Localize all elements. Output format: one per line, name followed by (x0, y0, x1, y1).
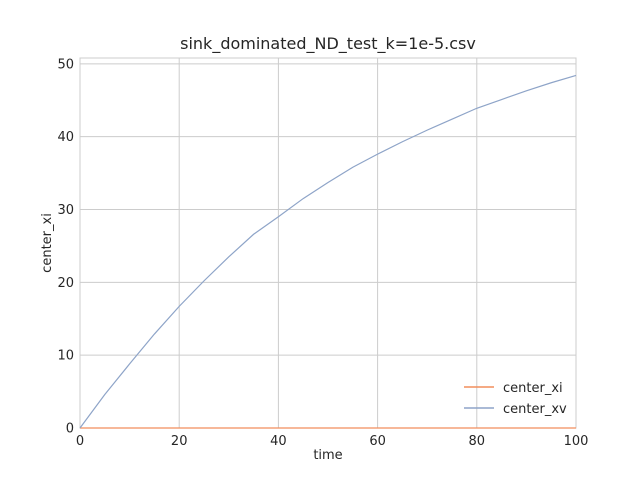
y-tick-label: 40 (57, 130, 74, 145)
x-axis-label: time (313, 448, 342, 463)
legend: center_xi center_xv (464, 381, 567, 417)
tick-labels: 0 20 40 60 80 100 0 10 20 30 40 50 (57, 57, 588, 449)
x-tick-label: 0 (76, 434, 84, 449)
x-tick-label: 100 (564, 434, 589, 449)
y-tick-label: 0 (66, 422, 74, 437)
legend-label-center-xv: center_xv (503, 402, 567, 417)
x-tick-label: 40 (270, 434, 287, 449)
y-tick-label: 10 (57, 349, 74, 364)
grid (79, 58, 577, 429)
x-tick-label: 60 (369, 434, 386, 449)
chart-title: sink_dominated_ND_test_k=1e-5.csv (180, 34, 476, 54)
y-tick-label: 30 (57, 203, 74, 218)
legend-label-center-xi: center_xi (503, 381, 563, 396)
series-layer (79, 74, 577, 429)
y-tick-label: 20 (57, 276, 74, 291)
x-tick-label: 80 (469, 434, 486, 449)
series-line-center-xv (79, 74, 577, 429)
y-axis-label: center_xi (40, 213, 55, 273)
y-tick-label: 50 (57, 57, 74, 72)
x-tick-label: 20 (171, 434, 188, 449)
